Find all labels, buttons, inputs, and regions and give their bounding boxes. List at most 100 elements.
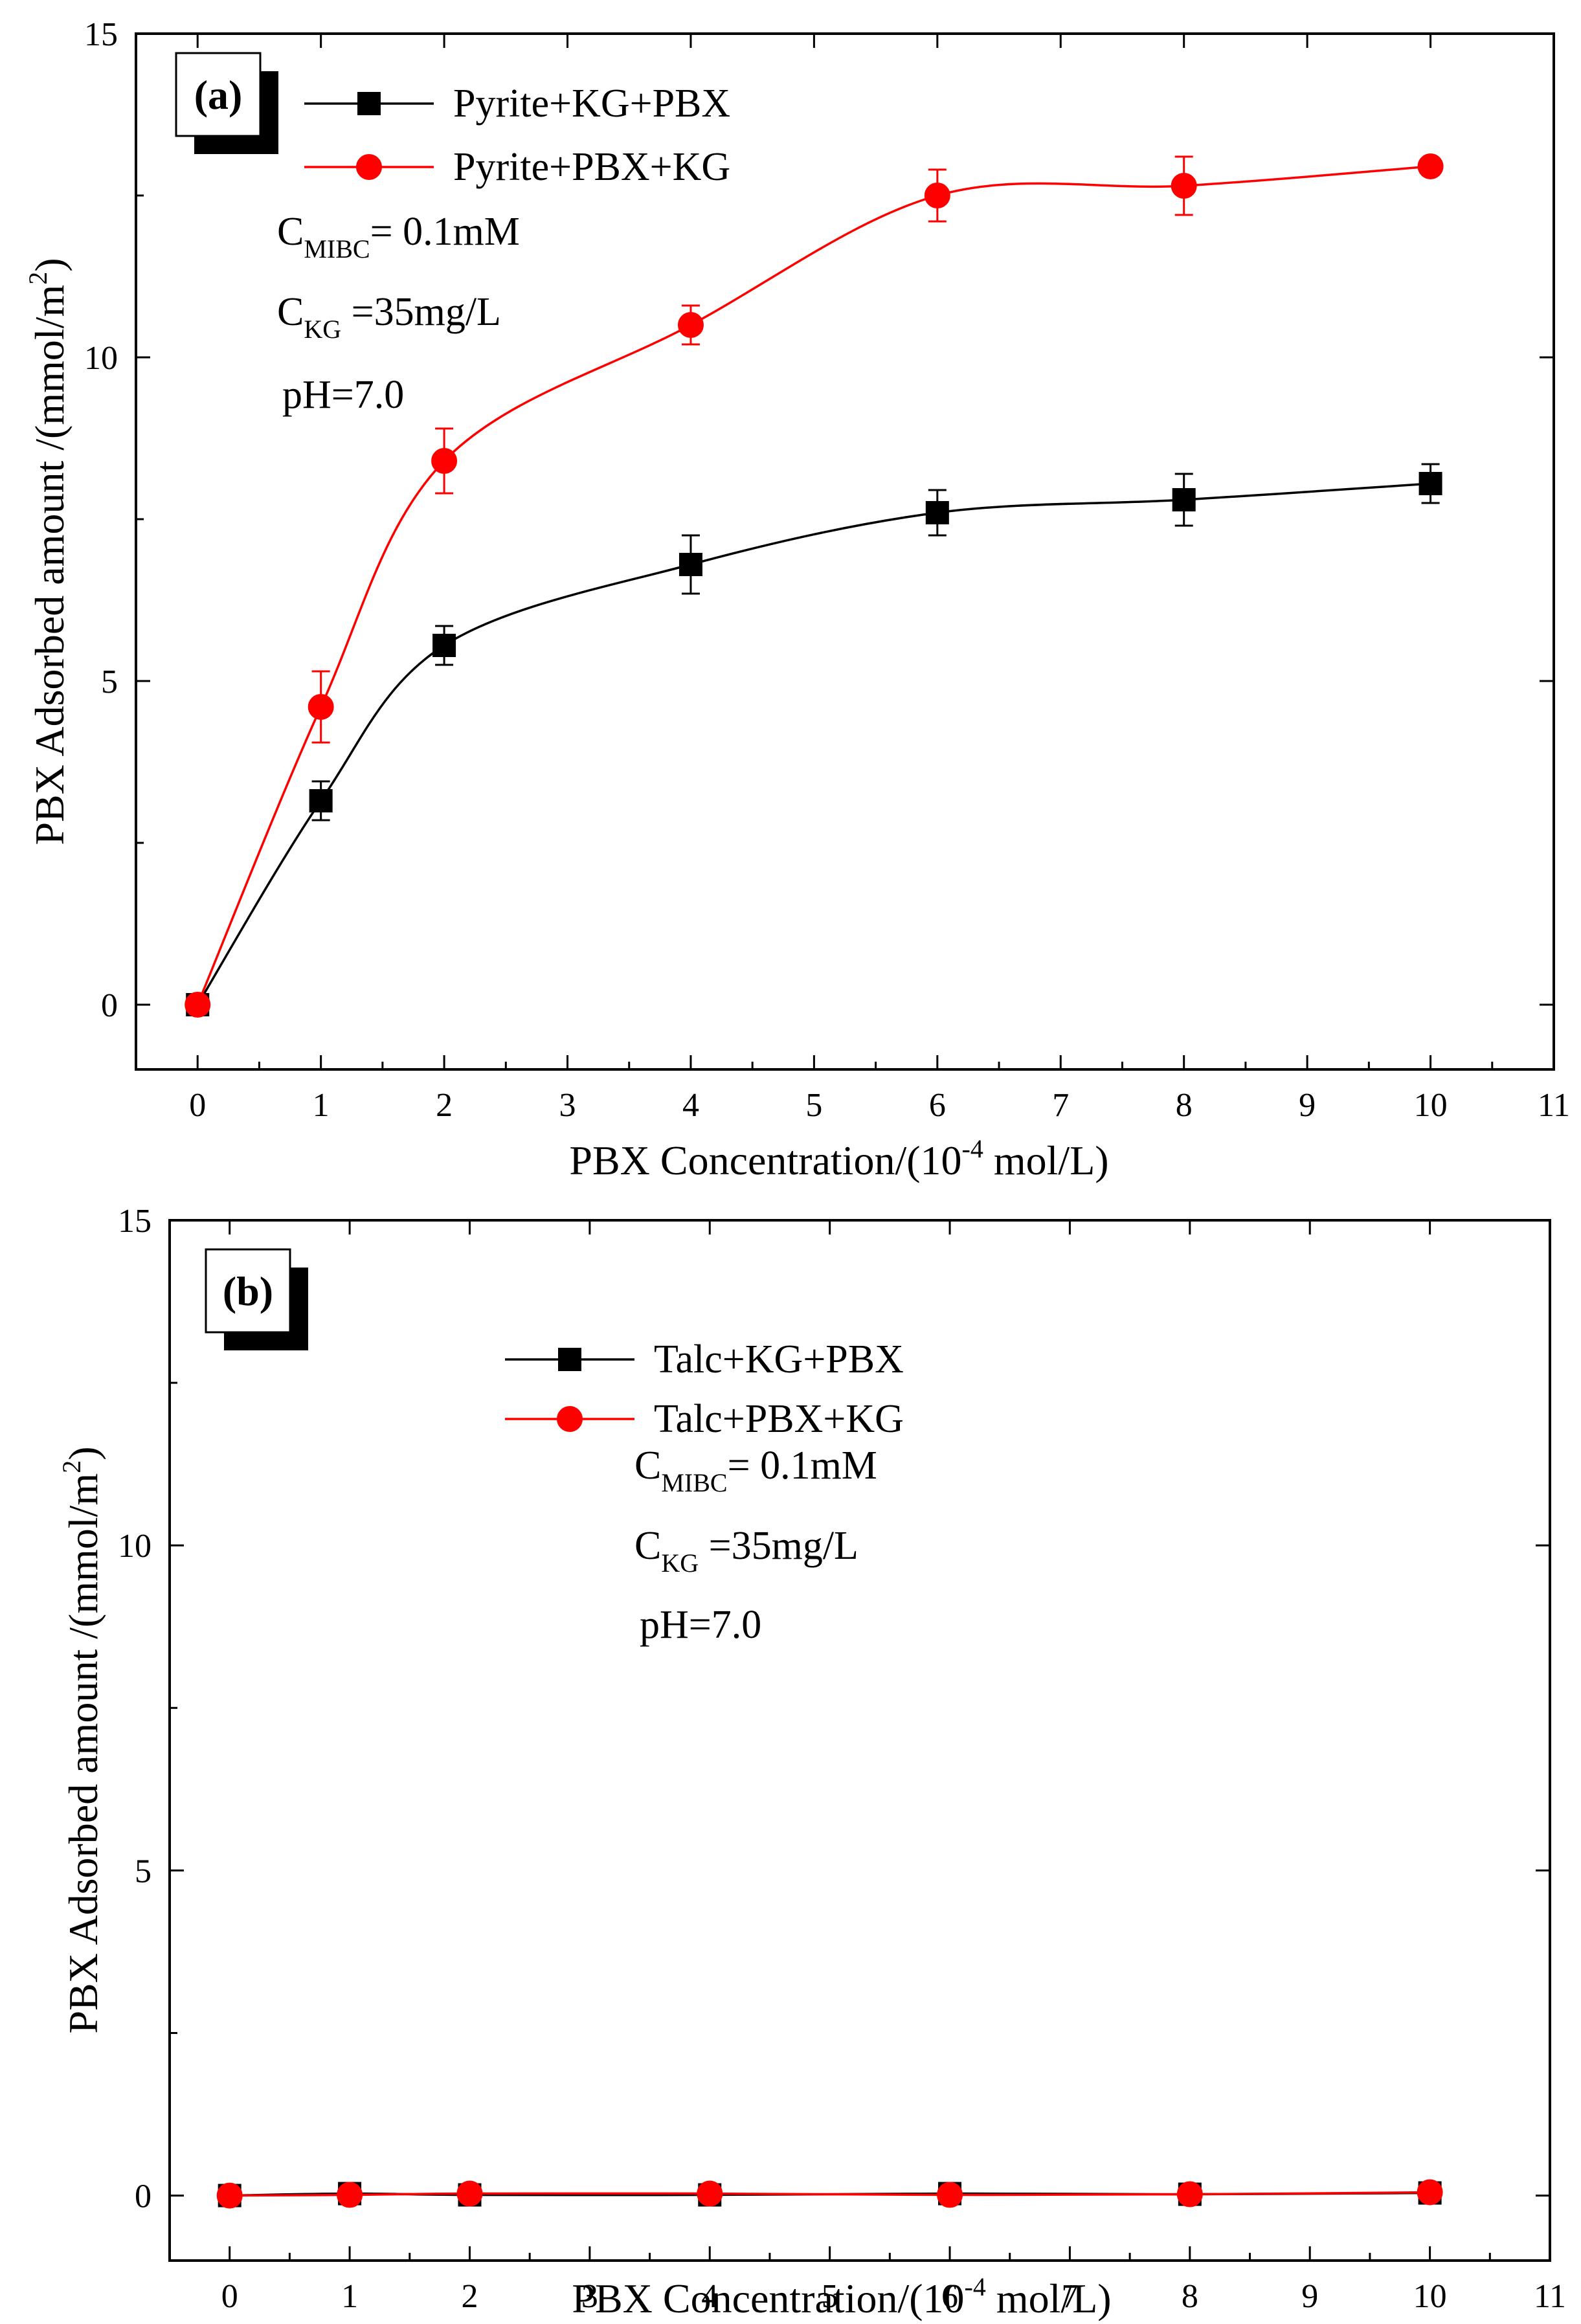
x-tick-label: 1 [341,2278,358,2315]
data-point [937,2182,963,2208]
x-tick-label: 6 [941,2278,958,2315]
annotation-c-kg-sub: KG [661,1548,699,1578]
x-axis-title: PBX Concentration/(10-4 mol/L) [569,1134,1108,1183]
annotation-ph: pH=7.0 [282,373,404,417]
plot-frame [135,32,1555,1071]
x-tick-label: 7 [1061,2278,1078,2315]
x-tick-label: 9 [1301,2278,1318,2315]
series-0 [186,463,1442,1016]
data-point [1417,153,1444,179]
legend-marker [357,92,381,115]
data-point [1176,2181,1203,2207]
legend-marker [558,1348,581,1371]
data-point [697,2180,723,2207]
x-tick-label: 7 [1052,1087,1069,1124]
annotation-c-mibc-main: C [634,1444,661,1488]
x-tick-label: 8 [1182,2278,1198,2315]
panel-label-box [175,52,262,137]
series-1 [185,153,1444,1018]
data-point [1171,173,1197,199]
x-tick-label: 11 [1538,1087,1570,1124]
chart-panel-a: 0 1 2 3 4 5 6 7 8 9 10 11 0 5 10 15 PBX Concentration/(1… [23,16,1570,1183]
y-axis-title-exponent: 2 [57,1460,86,1473]
series-1 [216,2179,1443,2209]
x-tick-label: 2 [461,2278,478,2315]
legend-marker [356,154,382,180]
legend-label: Pyrite+PBX+KG [453,145,730,189]
y-axis-title: PBX Adsorbed amount /(mmol/m2) [57,1446,106,2033]
annotation-c-kg-main: C [634,1524,661,1568]
plot-frame [168,1219,1551,2262]
x-axis-title-tail: mol/L) [983,1137,1109,1183]
data-point [1172,488,1196,511]
panel-label: (b) [223,1268,273,1314]
data-point [677,312,704,338]
annotation-c-kg-value: =35mg/L [341,290,501,334]
data-point [678,553,702,576]
y-tick-label: 10 [84,340,118,377]
y-tick-label: 10 [118,1528,151,1565]
data-point [925,501,949,524]
x-tick-label: 8 [1176,1087,1193,1124]
annotation-c-mibc-main: C [277,210,304,254]
annotation-c-kg-value: =35mg/L [699,1524,858,1568]
series-line [196,482,1431,1005]
annotation-c-mibc-sub: MIBC [661,1468,727,1497]
data-point [309,789,333,812]
x-tick-label: 5 [805,1087,822,1124]
annotation-c-kg: CKG =35mg/L [634,1524,858,1578]
annotation-c-mibc: CMIBC= 0.1mM [634,1444,877,1497]
data-point [1418,472,1442,495]
y-axis-title-tail: ) [60,1446,106,1460]
x-tick-label: 4 [701,2278,718,2315]
annotation-c-kg-sub: KG [304,315,341,344]
x-axis-title-exponent: -4 [962,1134,983,1163]
x-axis-title: PBX Concentration/(10-4 mol/L) [572,2272,1111,2321]
x-tick-label: 2 [436,1087,453,1124]
y-axis-title-main: PBX Adsorbed amount /(mmol/m [27,285,73,845]
panel-label: (a) [194,72,243,118]
y-tick-label: 15 [84,16,118,53]
x-tick-label: 10 [1414,1087,1448,1124]
y-tick-label: 0 [101,987,118,1024]
x-tick-label: 3 [559,1087,576,1124]
data-point [924,183,950,208]
x-tick-label: 3 [581,2278,598,2315]
data-point [337,2182,363,2208]
legend-label: Talc+PBX+KG [654,1397,904,1441]
data-point [216,2182,243,2209]
y-axis-title: PBX Adsorbed amount /(mmol/m2) [23,258,73,845]
data-point [1417,2179,1443,2206]
y-tick-label: 0 [135,2178,151,2215]
annotation-c-mibc-value: = 0.1mM [370,210,520,254]
annotation-c-kg-main: C [277,290,304,334]
y-axis-title-tail: ) [27,258,73,271]
x-tick-label: 6 [929,1087,946,1124]
x-tick-label: 11 [1534,2278,1566,2315]
annotation-ph: pH=7.0 [640,1603,761,1647]
y-axis-title-exponent: 2 [23,272,52,285]
panel-label-box [205,1248,291,1334]
legend-marker [557,1406,583,1432]
y-tick-label: 15 [118,1203,151,1240]
x-axis-title-main: PBX Concentration/(10 [572,2275,964,2321]
annotation-c-mibc-sub: MIBC [304,234,370,263]
data-point [308,694,334,720]
legend-label: Talc+KG+PBX [654,1337,904,1381]
x-tick-label: 9 [1299,1087,1316,1124]
x-tick-label: 1 [313,1087,330,1124]
x-tick-label: 5 [822,2278,838,2315]
x-tick-label: 0 [221,2278,238,2315]
chart-panel-b: 0 1 2 3 4 5 6 7 8 9 10 11 0 5 10 15 PBX Concentration/(1… [57,1203,1566,2321]
annotation-c-kg: CKG =35mg/L [277,290,501,344]
y-tick-label: 5 [135,1853,151,1890]
y-axis-title-main: PBX Adsorbed amount /(mmol/m [60,1473,106,2034]
data-point [456,2180,483,2207]
data-point [185,992,211,1018]
x-tick-label: 4 [682,1087,699,1124]
data-point [431,448,458,474]
x-tick-label: 0 [189,1087,206,1124]
x-tick-label: 10 [1413,2278,1447,2315]
x-axis-title-tail: mol/L) [986,2275,1112,2321]
